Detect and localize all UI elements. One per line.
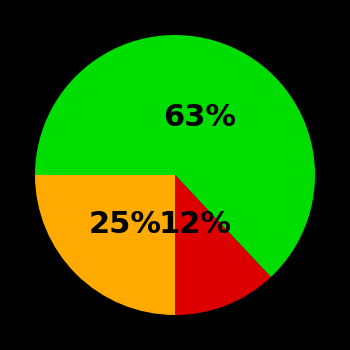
Text: 12%: 12%	[158, 210, 231, 239]
Wedge shape	[35, 35, 315, 277]
Text: 25%: 25%	[89, 210, 162, 239]
Wedge shape	[175, 175, 271, 315]
Text: 63%: 63%	[163, 103, 237, 132]
Wedge shape	[35, 175, 175, 315]
